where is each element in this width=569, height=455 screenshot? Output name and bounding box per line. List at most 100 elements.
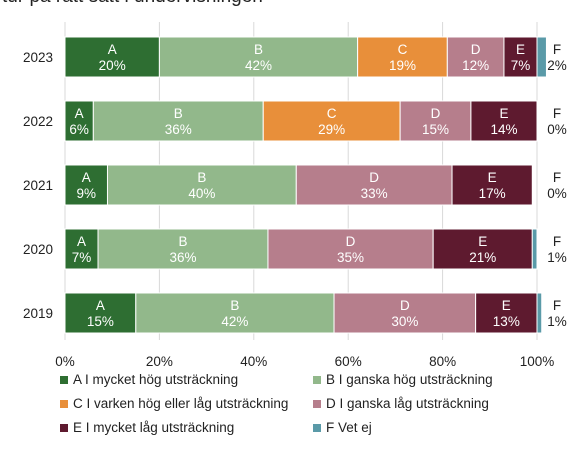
legend-item-b: B I ganska hög utsträckning xyxy=(313,372,493,387)
data-label-code: E xyxy=(499,106,508,121)
stacked-bar-chart: 0% 20% 40% 60% 80% 100%2023A20%B42%C19%D12%E7… xyxy=(23,22,567,369)
bar-segment-f xyxy=(536,36,547,78)
y-tick-label: 2023 xyxy=(23,50,53,65)
data-label-code: A xyxy=(96,298,105,313)
x-tick-label: 40% xyxy=(240,354,267,369)
data-label-code: F xyxy=(553,298,561,313)
data-label-value: 15% xyxy=(422,122,449,137)
data-label-code: C xyxy=(398,42,408,57)
data-label-value: 36% xyxy=(169,250,196,265)
data-label-value: 6% xyxy=(69,122,89,137)
bar-segment-a xyxy=(64,292,137,334)
data-label-code: B xyxy=(197,170,206,185)
bar-segment-c xyxy=(262,100,401,142)
data-label-value: 35% xyxy=(337,250,364,265)
data-label-code: A xyxy=(82,170,91,185)
data-label-code: E xyxy=(478,234,487,249)
bar-segment-f xyxy=(531,228,538,270)
bar-segment-d xyxy=(399,100,472,142)
data-label-code: C xyxy=(327,106,337,121)
data-label-code: B xyxy=(178,234,187,249)
data-label-code: F xyxy=(553,170,561,185)
bar-segment-b xyxy=(135,292,335,334)
data-label-code: B xyxy=(174,106,183,121)
chart-title-fragment: tur på rätt sätt i undervisningen xyxy=(2,0,263,8)
legend-swatch xyxy=(313,375,321,384)
y-tick-label: 2021 xyxy=(23,178,53,193)
data-label-value: 12% xyxy=(462,58,489,73)
data-label-value: 42% xyxy=(245,58,272,73)
bar-segment-e xyxy=(470,100,538,142)
data-label-value: 0% xyxy=(547,186,567,201)
data-label-code: B xyxy=(254,42,263,57)
bar-segment-e xyxy=(475,292,538,334)
bar-segment-b xyxy=(97,228,269,270)
bar-segment-d xyxy=(295,164,453,206)
bar-segment-a xyxy=(64,36,160,78)
data-label-value: 7% xyxy=(511,58,531,73)
bar-segment-b xyxy=(92,100,264,142)
legend-swatch xyxy=(60,399,68,408)
bar-segment-a xyxy=(64,100,94,142)
x-tick-label: 60% xyxy=(335,354,362,369)
data-label-value: 40% xyxy=(188,186,215,201)
bar-segment-b xyxy=(158,36,359,78)
x-tick-label: 0% xyxy=(55,354,75,369)
data-label-value: 1% xyxy=(547,250,567,265)
legend-label: A I mycket hög utsträckning xyxy=(73,372,239,387)
data-label-code: F xyxy=(553,234,561,249)
data-label-code: D xyxy=(400,298,410,313)
bar-segment-e xyxy=(451,164,533,206)
data-label-code: A xyxy=(108,42,117,57)
x-tick-label: 20% xyxy=(146,354,173,369)
data-label-value: 14% xyxy=(490,122,517,137)
data-label-code: F xyxy=(553,106,561,121)
data-label-value: 30% xyxy=(391,314,418,329)
bar-segment-f xyxy=(536,292,543,334)
data-label-code: D xyxy=(471,42,481,57)
bar-segment-a xyxy=(64,164,108,206)
data-label-code: A xyxy=(77,234,86,249)
data-label-value: 13% xyxy=(493,314,520,329)
data-label-code: D xyxy=(369,170,379,185)
legend-swatch xyxy=(313,423,321,432)
data-label-code: A xyxy=(75,106,84,121)
bar-segment-d xyxy=(267,228,434,270)
legend-item-d: D I ganska låg utsträckning xyxy=(313,396,489,411)
legend-swatch xyxy=(60,423,68,432)
data-label-code: D xyxy=(431,106,441,121)
x-tick-label: 80% xyxy=(429,354,456,369)
y-tick-label: 2022 xyxy=(23,114,53,129)
data-label-value: 42% xyxy=(221,314,248,329)
legend-label: E I mycket låg utsträckning xyxy=(73,420,235,435)
data-label-code: F xyxy=(553,42,561,57)
bar-segment-d xyxy=(333,292,477,334)
legend-item-e: E I mycket låg utsträckning xyxy=(60,420,234,435)
legend-item-c: C I varken hög eller låg utsträckning xyxy=(60,396,288,411)
legend-label: F Vet ej xyxy=(326,420,372,435)
bar-segment-e xyxy=(503,36,538,78)
data-label-value: 17% xyxy=(479,186,506,201)
y-tick-label: 2019 xyxy=(23,306,53,321)
bar-segment-a xyxy=(64,228,99,270)
legend-item-f: F Vet ej xyxy=(313,420,372,435)
data-label-value: 7% xyxy=(72,250,92,265)
legend-swatch xyxy=(60,375,68,384)
data-label-value: 0% xyxy=(547,122,567,137)
data-label-value: 19% xyxy=(389,58,416,73)
legend-label: D I ganska låg utsträckning xyxy=(326,396,489,411)
data-label-code: E xyxy=(488,170,497,185)
legend-item-a: A I mycket hög utsträckning xyxy=(60,372,238,387)
x-tick-label: 100% xyxy=(520,354,555,369)
data-label-code: E xyxy=(516,42,525,57)
data-label-code: D xyxy=(346,234,356,249)
data-label-value: 20% xyxy=(99,58,126,73)
data-label-value: 9% xyxy=(76,186,96,201)
data-label-value: 33% xyxy=(361,186,388,201)
data-label-code: E xyxy=(502,298,511,313)
legend-label: B I ganska hög utsträckning xyxy=(326,372,493,387)
data-label-value: 15% xyxy=(87,314,114,329)
legend-label: C I varken hög eller låg utsträckning xyxy=(73,396,289,411)
data-label-value: 36% xyxy=(165,122,192,137)
y-tick-label: 2020 xyxy=(23,242,53,257)
